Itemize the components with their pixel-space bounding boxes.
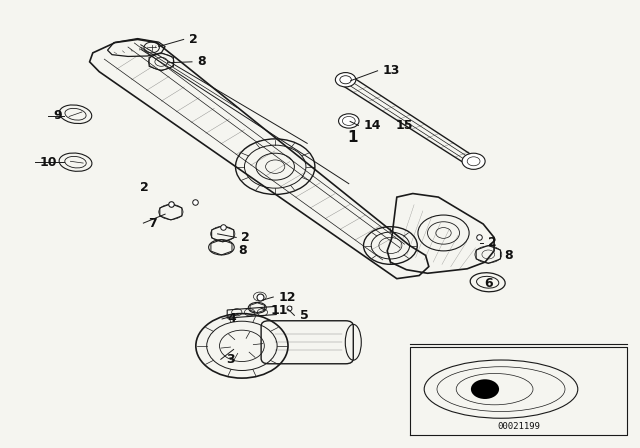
Text: 5: 5 — [300, 309, 308, 322]
Text: 2: 2 — [241, 231, 250, 244]
Text: 3: 3 — [226, 353, 234, 366]
Circle shape — [339, 114, 359, 128]
Text: 15: 15 — [396, 119, 413, 132]
Text: 8: 8 — [197, 55, 205, 69]
Text: 10: 10 — [40, 155, 57, 169]
Text: 2: 2 — [189, 33, 198, 46]
Text: 00021199: 00021199 — [497, 422, 540, 431]
Text: 11: 11 — [270, 303, 287, 317]
Text: 2: 2 — [488, 236, 497, 250]
Circle shape — [462, 153, 485, 169]
Text: 13: 13 — [383, 64, 400, 78]
Text: 12: 12 — [278, 290, 296, 304]
Text: 4: 4 — [227, 312, 236, 326]
Text: 14: 14 — [364, 119, 381, 132]
Text: 2: 2 — [140, 181, 148, 194]
Circle shape — [335, 73, 356, 87]
Text: 8: 8 — [238, 244, 246, 258]
Text: 6: 6 — [484, 276, 493, 290]
Text: 7: 7 — [148, 216, 157, 230]
Circle shape — [471, 379, 499, 399]
Text: 8: 8 — [504, 249, 513, 262]
Text: 9: 9 — [53, 109, 61, 122]
Text: 1: 1 — [348, 130, 358, 146]
